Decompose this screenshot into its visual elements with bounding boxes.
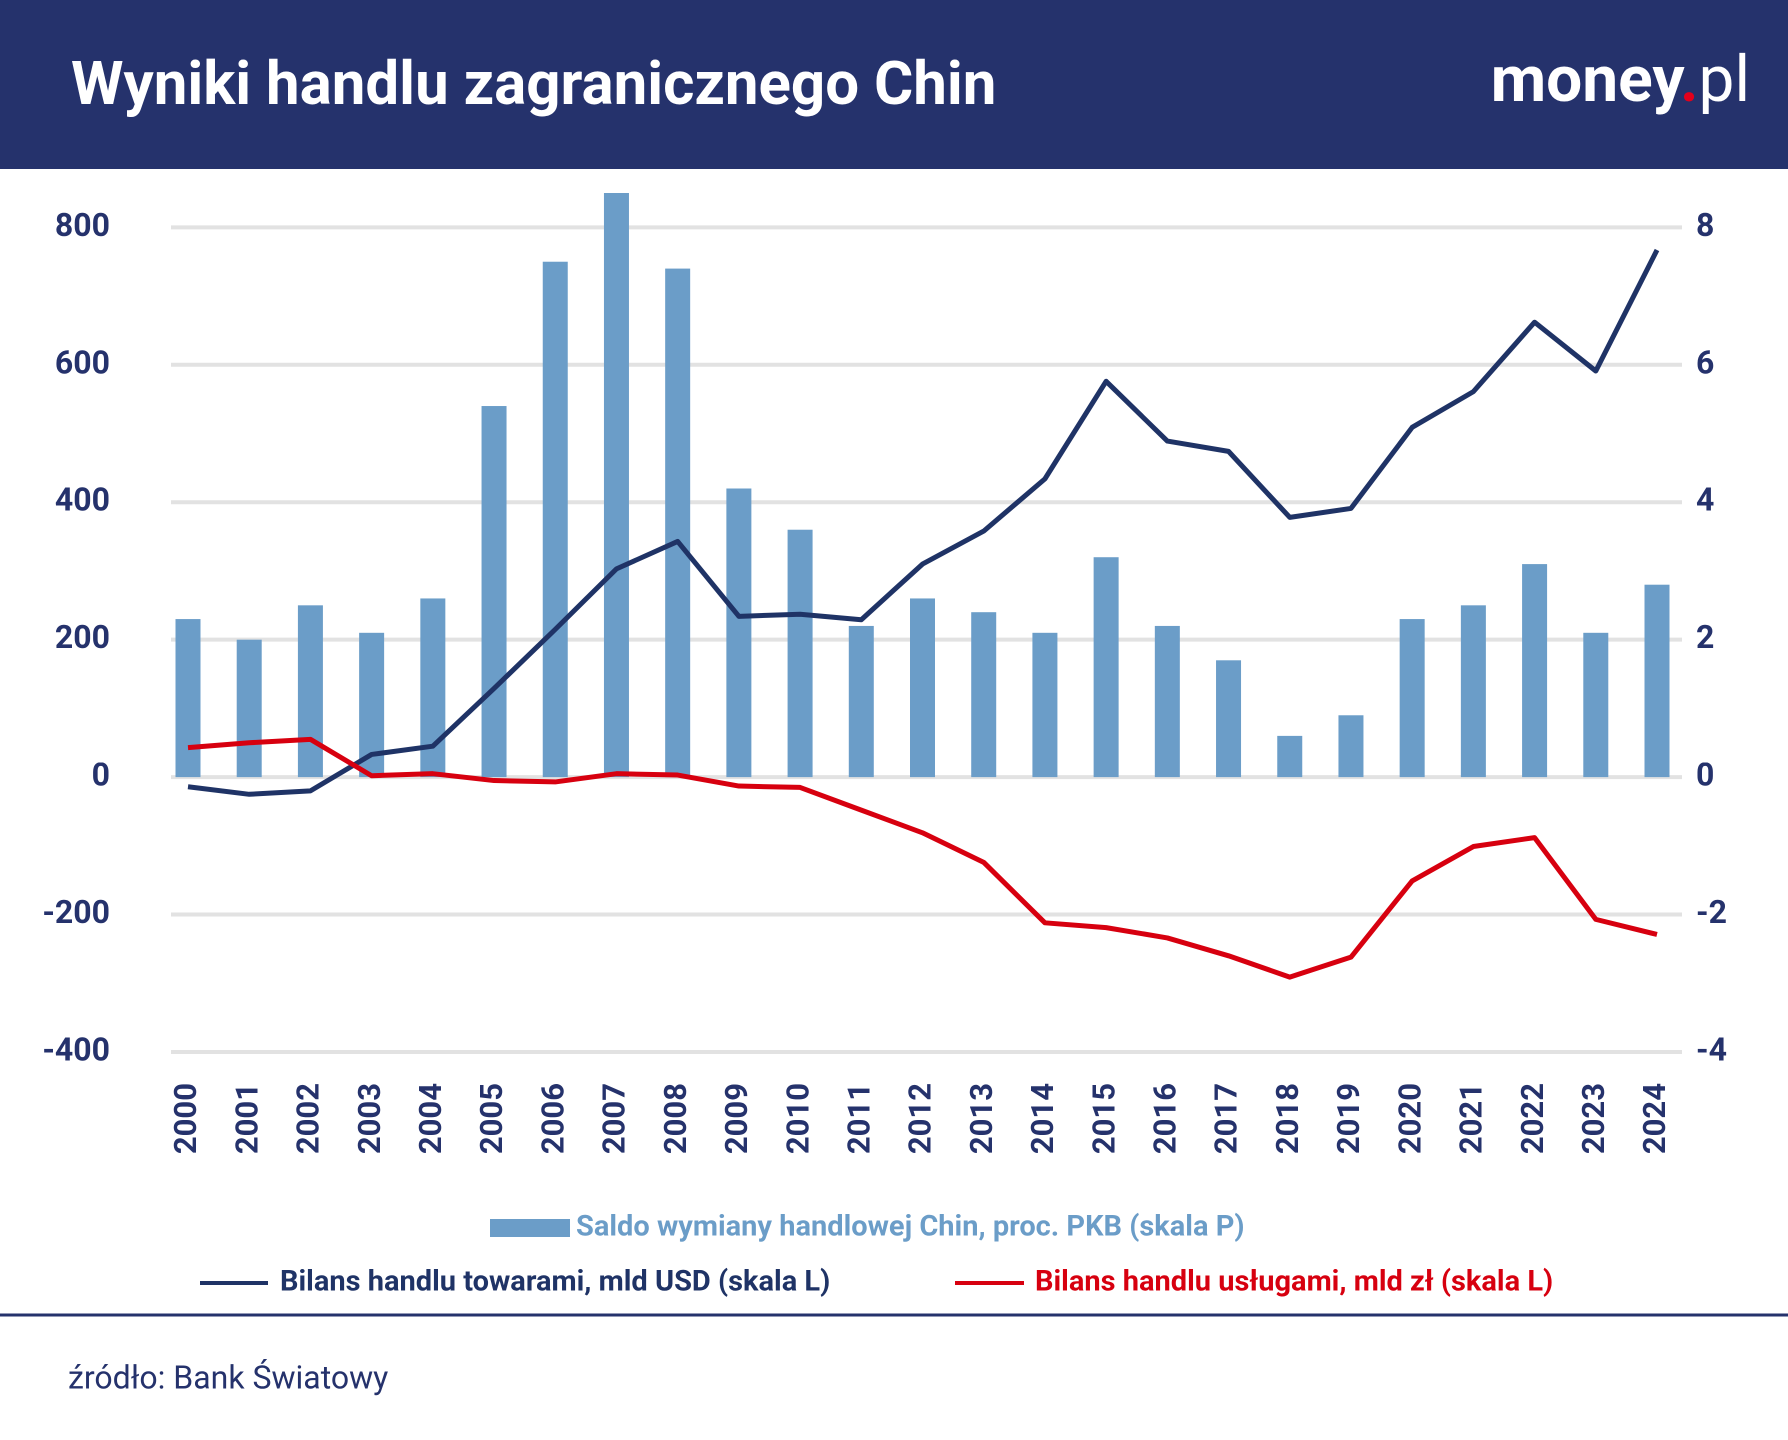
x-tick-label: 2004 (412, 1083, 449, 1154)
bar (1032, 632, 1058, 778)
y-tick-label: -400 (42, 1030, 110, 1068)
bar (1460, 605, 1486, 778)
bar (787, 529, 813, 778)
logo-suffix: pl (1699, 42, 1751, 117)
bar (1583, 632, 1609, 778)
source: źródło: Bank Światowy (68, 1358, 388, 1396)
x-tick-label: 2001 (228, 1083, 265, 1154)
x-tick-label: 2019 (1330, 1083, 1367, 1154)
line (187, 736, 1658, 980)
y-tick-label: -200 (42, 893, 110, 931)
x-tick-label: 2016 (1147, 1083, 1184, 1154)
y-tick-label: 0 (92, 756, 110, 794)
bar (665, 268, 691, 778)
chart-title: Wyniki handlu zagranicznego Chin (71, 48, 996, 119)
y2-tick-label: 0 (1696, 756, 1714, 794)
bar (1277, 735, 1303, 778)
bar (297, 605, 323, 778)
x-tick-label: 2002 (290, 1083, 327, 1154)
line (187, 248, 1660, 797)
bar (481, 406, 507, 778)
x-tick-label: 2020 (1391, 1083, 1428, 1154)
x-tick-label: 2013 (963, 1083, 1000, 1154)
legend-swatch (490, 1219, 570, 1237)
y-tick-label: 800 (55, 206, 110, 244)
logo: money.pl (1491, 42, 1750, 117)
bar (971, 612, 997, 778)
legend-label: Saldo wymiany handlowej Chin, proc. PKB … (576, 1210, 1245, 1244)
bar (1399, 619, 1425, 778)
bar (910, 598, 935, 778)
bar (1093, 557, 1119, 778)
y-tick-label: 600 (55, 343, 110, 381)
x-tick-label: 2006 (534, 1083, 571, 1154)
y2-tick-label: -4 (1696, 1030, 1727, 1068)
y2-tick-label: 4 (1696, 481, 1714, 519)
x-tick-label: 2011 (840, 1083, 877, 1154)
bar (542, 261, 568, 778)
bar (603, 193, 629, 778)
y2-tick-label: 6 (1696, 343, 1714, 381)
y-tick-label: 200 (55, 618, 110, 656)
x-tick-label: 2014 (1024, 1083, 1061, 1154)
x-tick-label: 2007 (596, 1083, 633, 1154)
bar (236, 639, 262, 778)
x-tick-label: 2023 (1575, 1083, 1612, 1154)
bar (1338, 715, 1364, 778)
bar (420, 598, 446, 778)
y2-tick-label: 8 (1696, 206, 1714, 244)
bar (1216, 660, 1242, 778)
header (0, 0, 1788, 169)
bar (175, 619, 201, 778)
x-tick-label: 2010 (779, 1083, 816, 1154)
x-tick-label: 2009 (718, 1083, 755, 1154)
y2-tick-label: -2 (1696, 893, 1727, 931)
x-tick-label: 2012 (902, 1083, 939, 1154)
legend-label: Bilans handlu towarami, mld USD (skala L… (280, 1265, 830, 1299)
x-tick-label: 2018 (1269, 1083, 1306, 1154)
logo-dot: . (1680, 42, 1699, 117)
x-tick-label: 2008 (657, 1083, 694, 1154)
bar (848, 625, 874, 778)
legend-label: Bilans handlu usługami, mld zł (skala L) (1035, 1265, 1553, 1299)
logo-main: money (1491, 42, 1686, 117)
x-tick-label: 2024 (1636, 1083, 1673, 1154)
x-tick-label: 2017 (1208, 1083, 1245, 1154)
x-tick-label: 2021 (1453, 1083, 1490, 1154)
bar (1154, 625, 1180, 778)
bar (726, 488, 752, 778)
bar (1522, 564, 1548, 778)
x-tick-label: 2003 (351, 1083, 388, 1154)
x-tick-label: 2000 (167, 1083, 204, 1154)
x-tick-label: 2015 (1085, 1083, 1122, 1154)
bar (1644, 584, 1670, 778)
y-tick-label: 400 (55, 481, 110, 519)
x-tick-label: 2022 (1514, 1083, 1551, 1154)
y2-tick-label: 2 (1696, 618, 1714, 656)
x-tick-label: 2005 (473, 1083, 510, 1154)
